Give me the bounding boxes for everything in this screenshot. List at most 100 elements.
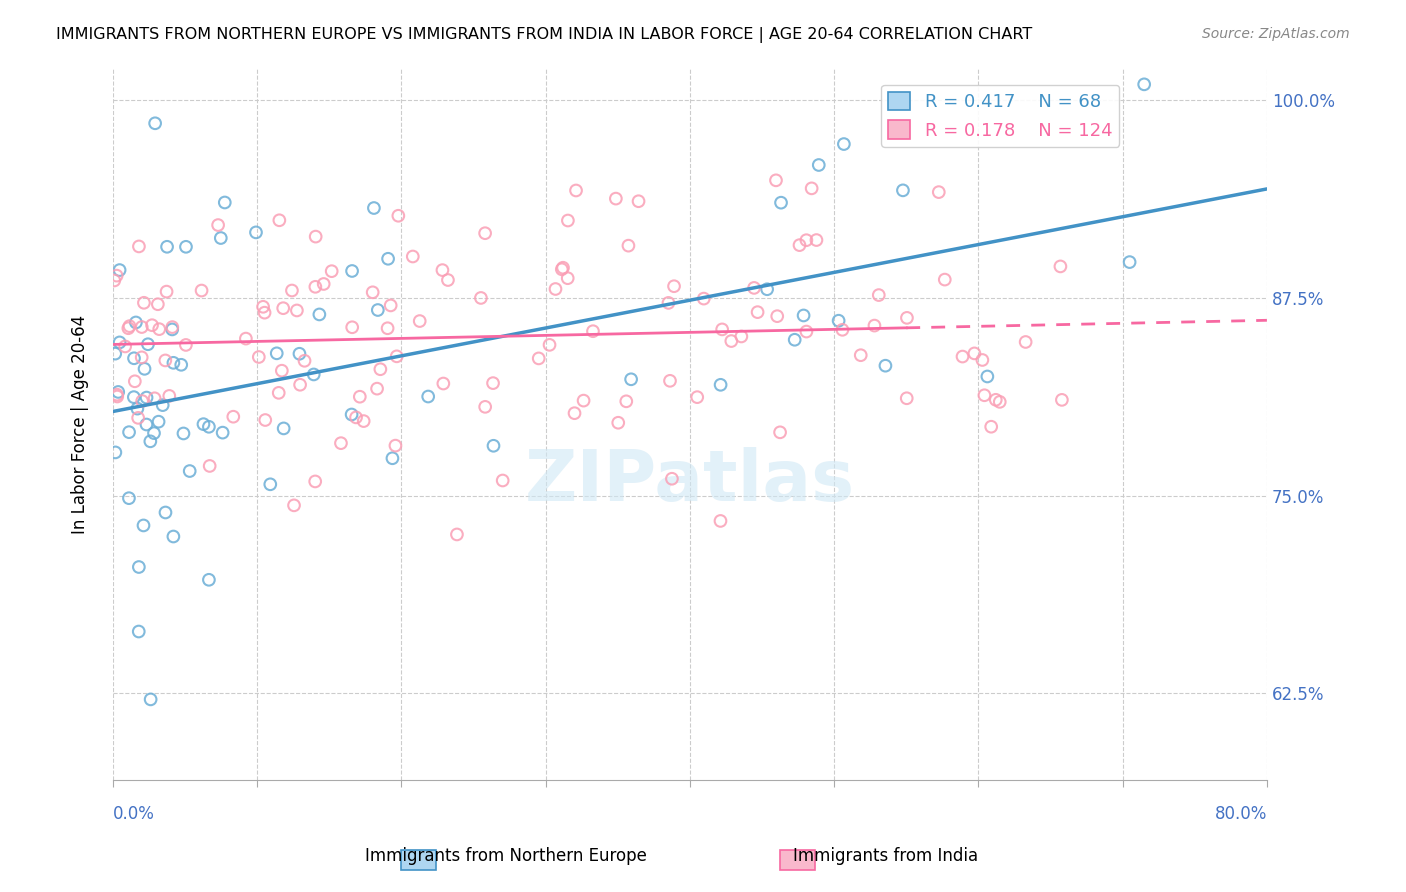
Point xyxy=(288,377,311,392)
Point xyxy=(340,408,363,422)
Point xyxy=(963,346,986,360)
Point xyxy=(174,338,197,352)
Point xyxy=(730,329,752,343)
Point xyxy=(377,252,399,266)
Point xyxy=(139,434,162,449)
Point xyxy=(139,692,162,706)
Point xyxy=(107,384,129,399)
Point xyxy=(179,464,201,478)
Point xyxy=(269,213,291,227)
Point xyxy=(321,264,343,278)
Point xyxy=(793,309,815,323)
Point xyxy=(627,194,650,209)
Legend: R = 0.417    N = 68, R = 0.178    N = 124: R = 0.417 N = 68, R = 0.178 N = 124 xyxy=(882,85,1119,147)
Point xyxy=(973,388,995,402)
Point xyxy=(446,527,468,541)
Point xyxy=(304,475,326,489)
Point xyxy=(538,338,561,352)
Point xyxy=(607,416,630,430)
Point xyxy=(756,282,779,296)
Point xyxy=(308,308,330,322)
Point xyxy=(564,406,586,420)
Point xyxy=(363,201,385,215)
Point xyxy=(659,374,682,388)
Point xyxy=(132,295,155,310)
Point xyxy=(245,226,267,240)
Point xyxy=(766,309,789,323)
Point xyxy=(896,391,918,405)
Point xyxy=(304,280,326,294)
Point xyxy=(193,417,215,432)
Point xyxy=(152,398,174,412)
Point xyxy=(131,394,153,409)
Point xyxy=(143,392,166,406)
Point xyxy=(1014,334,1036,349)
Point xyxy=(108,335,131,350)
Point xyxy=(832,136,855,151)
Point xyxy=(796,325,818,339)
Point xyxy=(377,321,399,335)
Point xyxy=(353,414,375,428)
Point xyxy=(1049,260,1071,274)
Text: ZIPatlas: ZIPatlas xyxy=(524,447,855,516)
Point xyxy=(127,401,149,416)
Point xyxy=(418,390,440,404)
Point xyxy=(259,477,281,491)
Point xyxy=(891,183,914,197)
Point xyxy=(155,506,177,520)
Point xyxy=(988,395,1011,409)
Point xyxy=(387,209,409,223)
Point xyxy=(492,474,515,488)
Point xyxy=(302,368,325,382)
Point xyxy=(207,218,229,232)
Point xyxy=(330,436,353,450)
Point xyxy=(470,291,492,305)
Point xyxy=(267,385,290,400)
Point xyxy=(155,285,177,299)
Point xyxy=(796,233,818,247)
Point xyxy=(124,374,146,388)
Point xyxy=(868,288,890,302)
Point xyxy=(709,514,731,528)
Y-axis label: In Labor Force | Age 20-64: In Labor Force | Age 20-64 xyxy=(72,315,89,534)
Point xyxy=(190,284,212,298)
Point xyxy=(806,233,828,247)
Point xyxy=(544,282,567,296)
Point xyxy=(344,410,367,425)
Point xyxy=(614,394,637,409)
Point xyxy=(198,419,221,434)
Point xyxy=(527,351,550,366)
Point xyxy=(160,322,183,336)
Point xyxy=(270,364,292,378)
Point xyxy=(143,116,166,130)
Point xyxy=(128,560,150,574)
Point xyxy=(135,391,157,405)
Point xyxy=(605,192,627,206)
Point xyxy=(783,333,806,347)
Point xyxy=(156,240,179,254)
Point xyxy=(288,347,311,361)
Point xyxy=(209,231,232,245)
Point xyxy=(769,425,792,440)
Point xyxy=(105,268,128,283)
Text: IMMIGRANTS FROM NORTHERN EUROPE VS IMMIGRANTS FROM INDIA IN LABOR FORCE | AGE 20: IMMIGRANTS FROM NORTHERN EUROPE VS IMMIG… xyxy=(56,27,1032,43)
Point xyxy=(211,425,233,440)
Point xyxy=(305,229,328,244)
Point xyxy=(125,316,148,330)
Point xyxy=(693,292,716,306)
Point xyxy=(172,426,194,441)
Point xyxy=(1050,392,1073,407)
Point xyxy=(312,277,335,291)
Point xyxy=(402,250,425,264)
Point xyxy=(361,285,384,300)
Point xyxy=(551,262,574,277)
Point xyxy=(482,439,505,453)
Point xyxy=(148,322,170,336)
Point xyxy=(800,181,823,195)
Point xyxy=(572,393,595,408)
Point xyxy=(437,273,460,287)
Point xyxy=(896,310,918,325)
Point xyxy=(409,314,432,328)
Point xyxy=(849,348,872,362)
Point xyxy=(384,439,406,453)
